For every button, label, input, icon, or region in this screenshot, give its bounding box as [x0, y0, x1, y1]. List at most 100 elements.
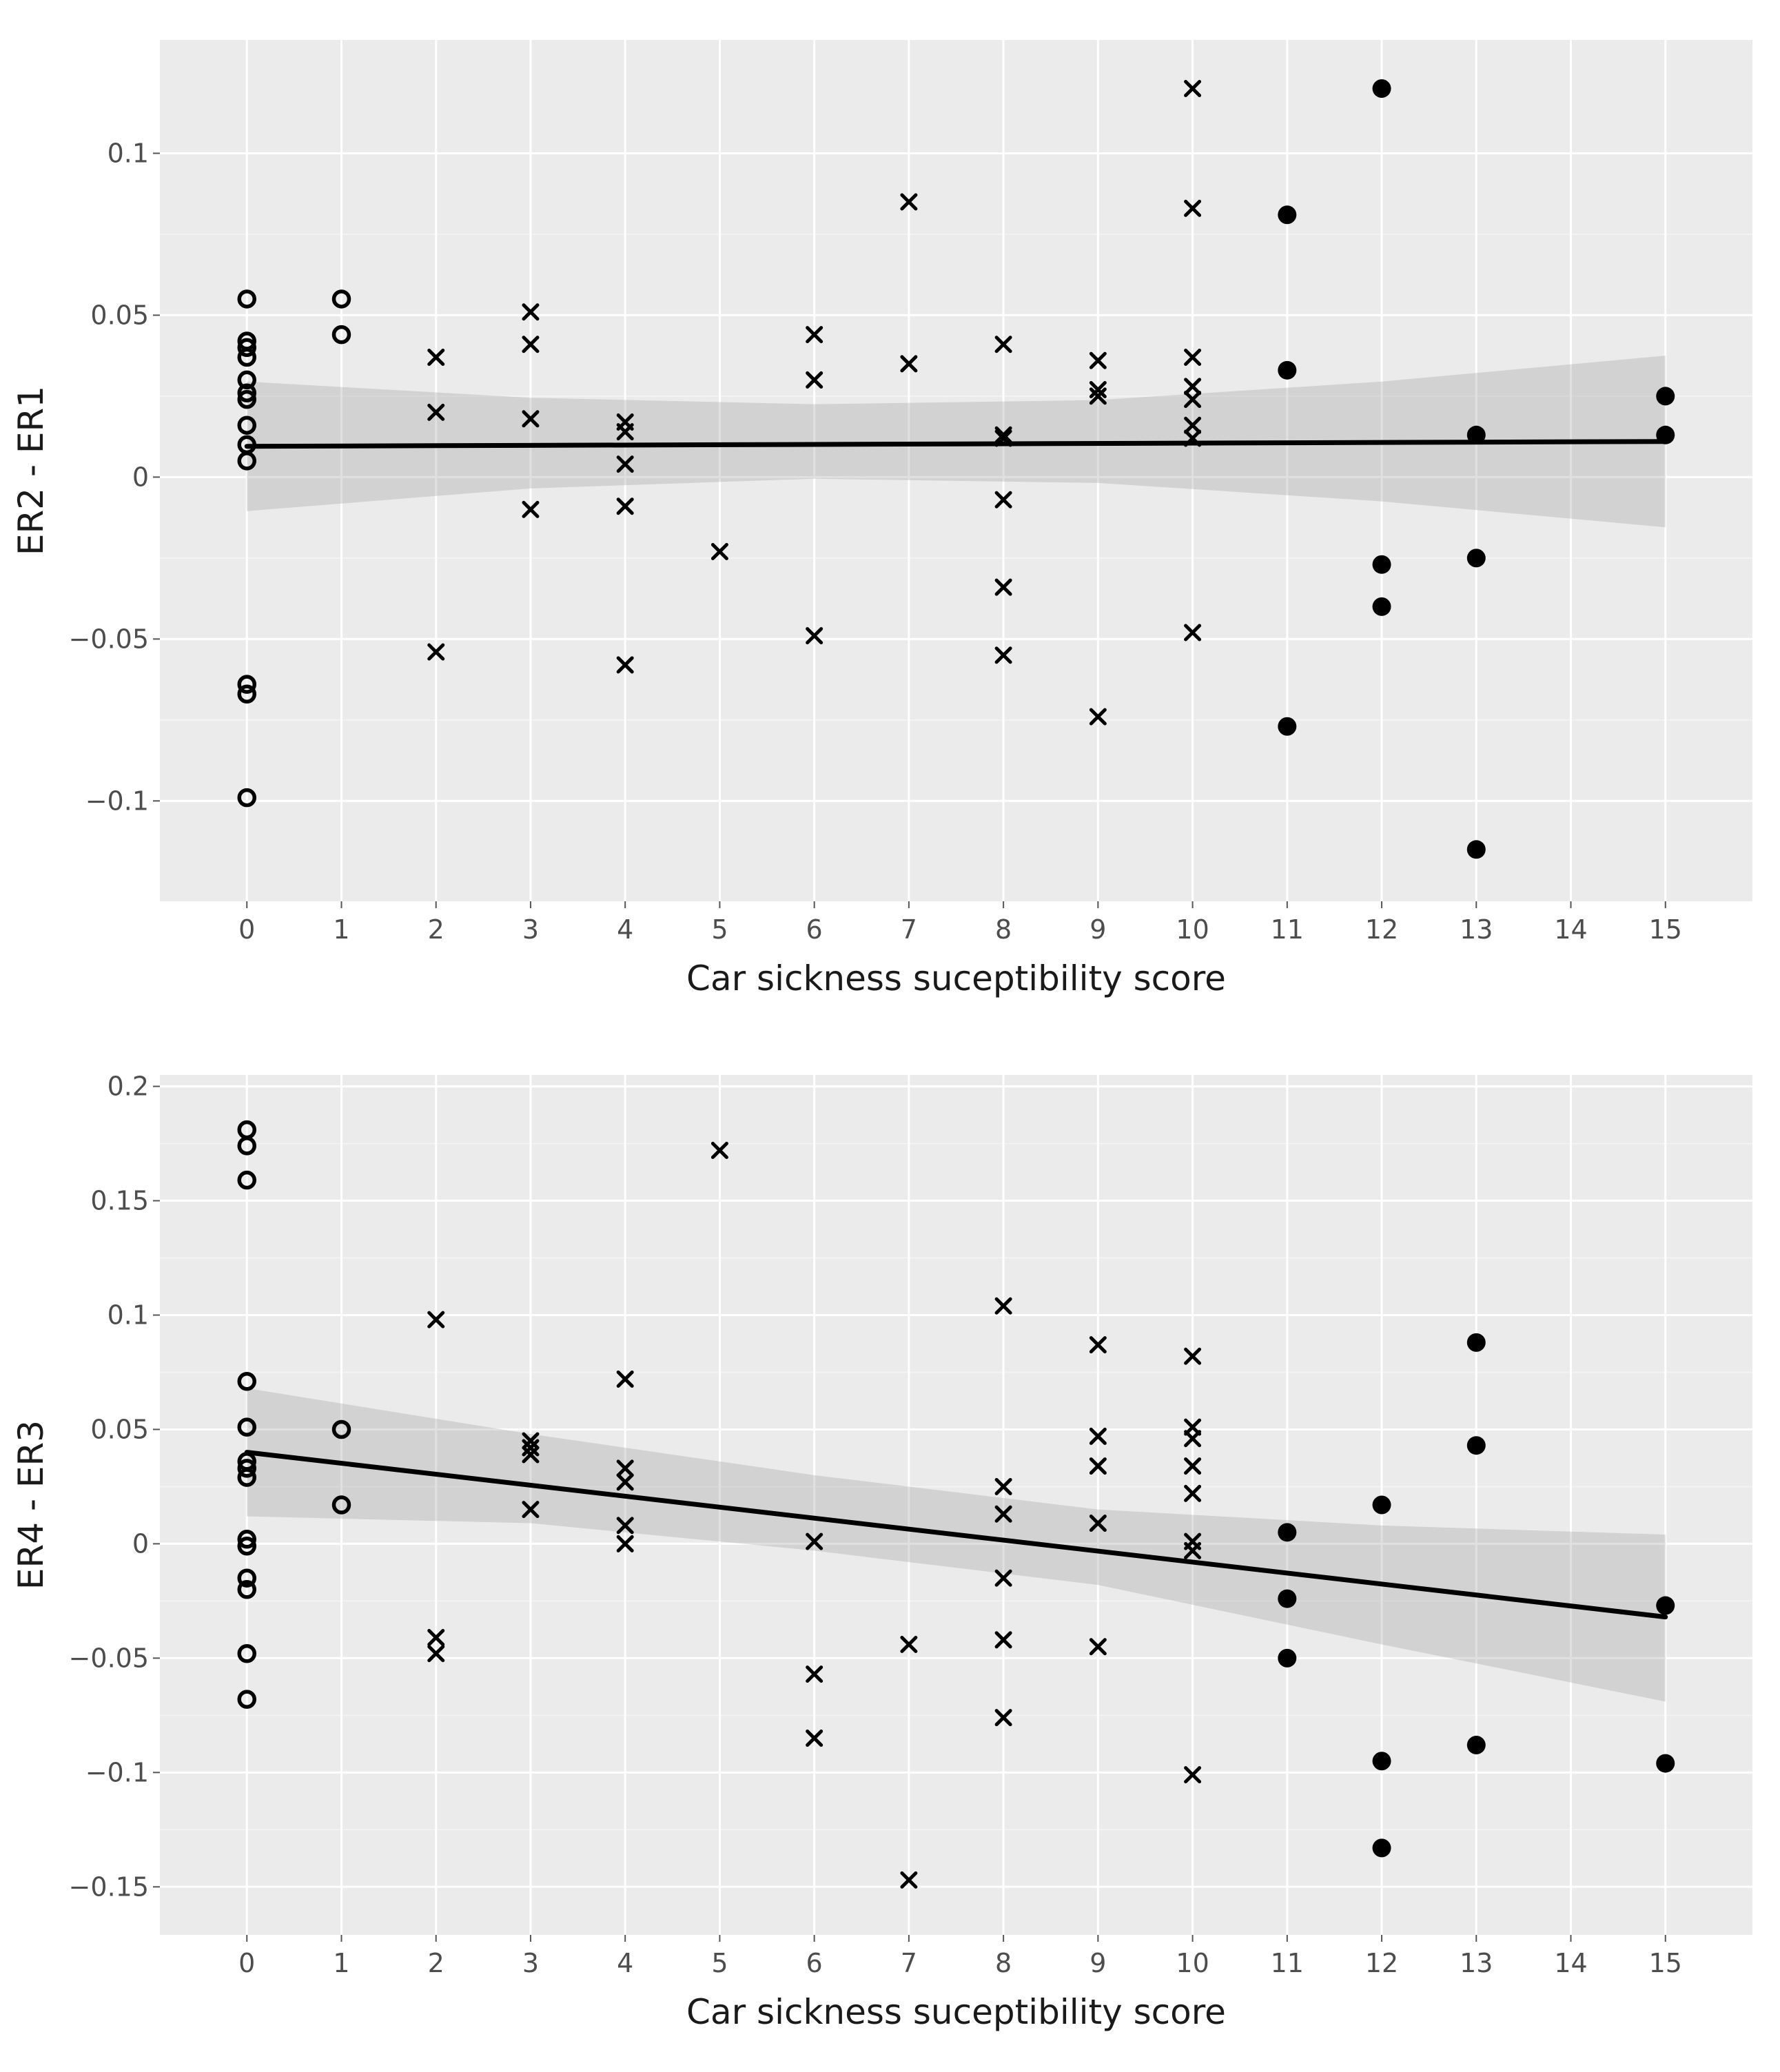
- data-point-cross: [1184, 1457, 1202, 1475]
- y-tick-label: 0.05: [90, 300, 149, 330]
- data-point-cross: [522, 1501, 540, 1519]
- x-tick-label: 7: [901, 914, 917, 945]
- plot-background: [160, 40, 1752, 901]
- x-tick-label: 7: [901, 1948, 917, 1978]
- data-point-cross: [994, 426, 1012, 444]
- data-point-cross: [806, 1665, 823, 1683]
- data-point-filled-circle: [1466, 425, 1486, 444]
- data-point-cross: [994, 1477, 1012, 1495]
- data-point-filled-circle: [1466, 1736, 1486, 1755]
- data-point-open-circle: [237, 1568, 257, 1588]
- x-tick-label: 12: [1365, 1948, 1398, 1978]
- data-point-cross: [994, 1297, 1012, 1315]
- data-point-open-circle: [331, 1419, 351, 1439]
- data-point-cross: [1184, 378, 1202, 396]
- data-point-open-circle: [237, 451, 257, 471]
- data-point-open-circle: [237, 383, 257, 402]
- y-tick-label: −0.05: [69, 1643, 149, 1673]
- x-tick-label: 6: [806, 914, 823, 945]
- data-point-open-circle: [237, 370, 257, 390]
- data-point-open-circle: [237, 1530, 257, 1549]
- data-point-cross: [1089, 381, 1107, 399]
- data-point-open-circle: [331, 325, 351, 345]
- y-tick-label: −0.15: [69, 1871, 149, 1902]
- data-point-cross: [900, 355, 918, 373]
- data-point-filled-circle: [1278, 360, 1297, 380]
- y-axis-title: ER4 - ER3: [11, 1420, 51, 1590]
- x-tick-label: 4: [617, 1948, 633, 1978]
- x-tick-label: 14: [1554, 914, 1587, 945]
- x-tick-label: 15: [1649, 1948, 1682, 1978]
- data-point-cross: [616, 423, 634, 441]
- data-point-filled-circle: [1466, 548, 1486, 568]
- data-point-cross: [1184, 416, 1202, 434]
- data-point-open-circle: [237, 347, 257, 367]
- x-tick-label: 10: [1176, 1948, 1209, 1978]
- data-point-cross: [1089, 1427, 1107, 1445]
- data-point-cross: [994, 336, 1012, 353]
- data-point-cross: [994, 1631, 1012, 1649]
- data-point-cross: [806, 1532, 823, 1550]
- data-point-cross: [1089, 351, 1107, 369]
- data-point-cross: [994, 1569, 1012, 1587]
- y-tick-label: 0.1: [108, 138, 149, 168]
- y-tick-label: 0.1: [108, 1300, 149, 1331]
- data-point-cross: [1184, 1484, 1202, 1502]
- data-point-filled-circle: [1466, 1333, 1486, 1352]
- data-point-open-circle: [237, 684, 257, 704]
- data-point-cross: [522, 303, 540, 321]
- data-point-cross: [616, 656, 634, 674]
- data-point-cross: [1184, 349, 1202, 367]
- x-tick-label: 3: [522, 914, 539, 945]
- data-point-open-circle: [237, 1643, 257, 1663]
- data-point-open-circle: [237, 1136, 257, 1156]
- x-tick-label: 1: [333, 914, 349, 945]
- data-point-cross: [900, 1635, 918, 1653]
- data-point-filled-circle: [1372, 1495, 1391, 1515]
- data-point-open-circle: [331, 1495, 351, 1515]
- data-point-filled-circle: [1372, 555, 1391, 574]
- y-tick-label: 0.2: [108, 1071, 149, 1102]
- data-point-open-circle: [237, 1459, 257, 1478]
- data-point-cross: [1089, 708, 1107, 726]
- data-point-cross: [1089, 1515, 1107, 1532]
- data-point-open-circle: [237, 389, 257, 409]
- y-tick-label: 0: [132, 462, 149, 492]
- data-point-open-circle: [237, 289, 257, 309]
- data-point-cross: [1089, 1457, 1107, 1475]
- data-point-cross: [522, 336, 540, 353]
- x-tick-label: 8: [995, 1948, 1012, 1978]
- data-point-filled-circle: [1278, 1589, 1297, 1608]
- x-tick-label: 2: [428, 1948, 444, 1978]
- data-point-filled-circle: [1372, 1838, 1391, 1858]
- y-axis-title: ER2 - ER1: [11, 386, 51, 555]
- data-point-filled-circle: [1466, 1436, 1486, 1455]
- panel-top: 0.10.050−0.05−0.10 1 2 3 4 5 6 7 8 9 10 11 12 13 14 15C…: [11, 40, 1752, 998]
- x-tick-label: 15: [1649, 914, 1682, 945]
- x-tick-label: 9: [1090, 1948, 1106, 1978]
- data-point-cross: [1184, 1541, 1202, 1559]
- data-point-open-circle: [237, 1580, 257, 1599]
- data-point-cross: [427, 403, 445, 421]
- data-point-cross: [1089, 387, 1107, 405]
- data-point-cross: [616, 1517, 634, 1535]
- data-point-open-circle: [237, 1170, 257, 1190]
- panel-bottom: 0.20.150.10.050−0.05−0.1−0.150 1 2 3 4 5 6 7 8 9 1…: [11, 1071, 1752, 2032]
- data-point-cross: [616, 498, 634, 515]
- data-point-cross: [522, 410, 540, 428]
- data-point-cross: [994, 491, 1012, 509]
- x-tick-label: 5: [711, 1948, 728, 1978]
- data-point-filled-circle: [1656, 387, 1675, 406]
- data-point-cross: [616, 1535, 634, 1552]
- data-point-open-circle: [237, 1372, 257, 1391]
- data-point-cross: [806, 371, 823, 389]
- x-tick-label: 6: [806, 1948, 823, 1978]
- x-tick-label: 5: [711, 914, 728, 945]
- data-point-filled-circle: [1372, 79, 1391, 98]
- x-tick-label: 9: [1090, 914, 1106, 945]
- data-point-filled-circle: [1656, 1596, 1675, 1615]
- data-point-cross: [427, 1629, 445, 1647]
- x-tick-label: 1: [333, 1948, 349, 1978]
- data-point-cross: [1184, 429, 1202, 447]
- data-point-cross: [616, 1473, 634, 1491]
